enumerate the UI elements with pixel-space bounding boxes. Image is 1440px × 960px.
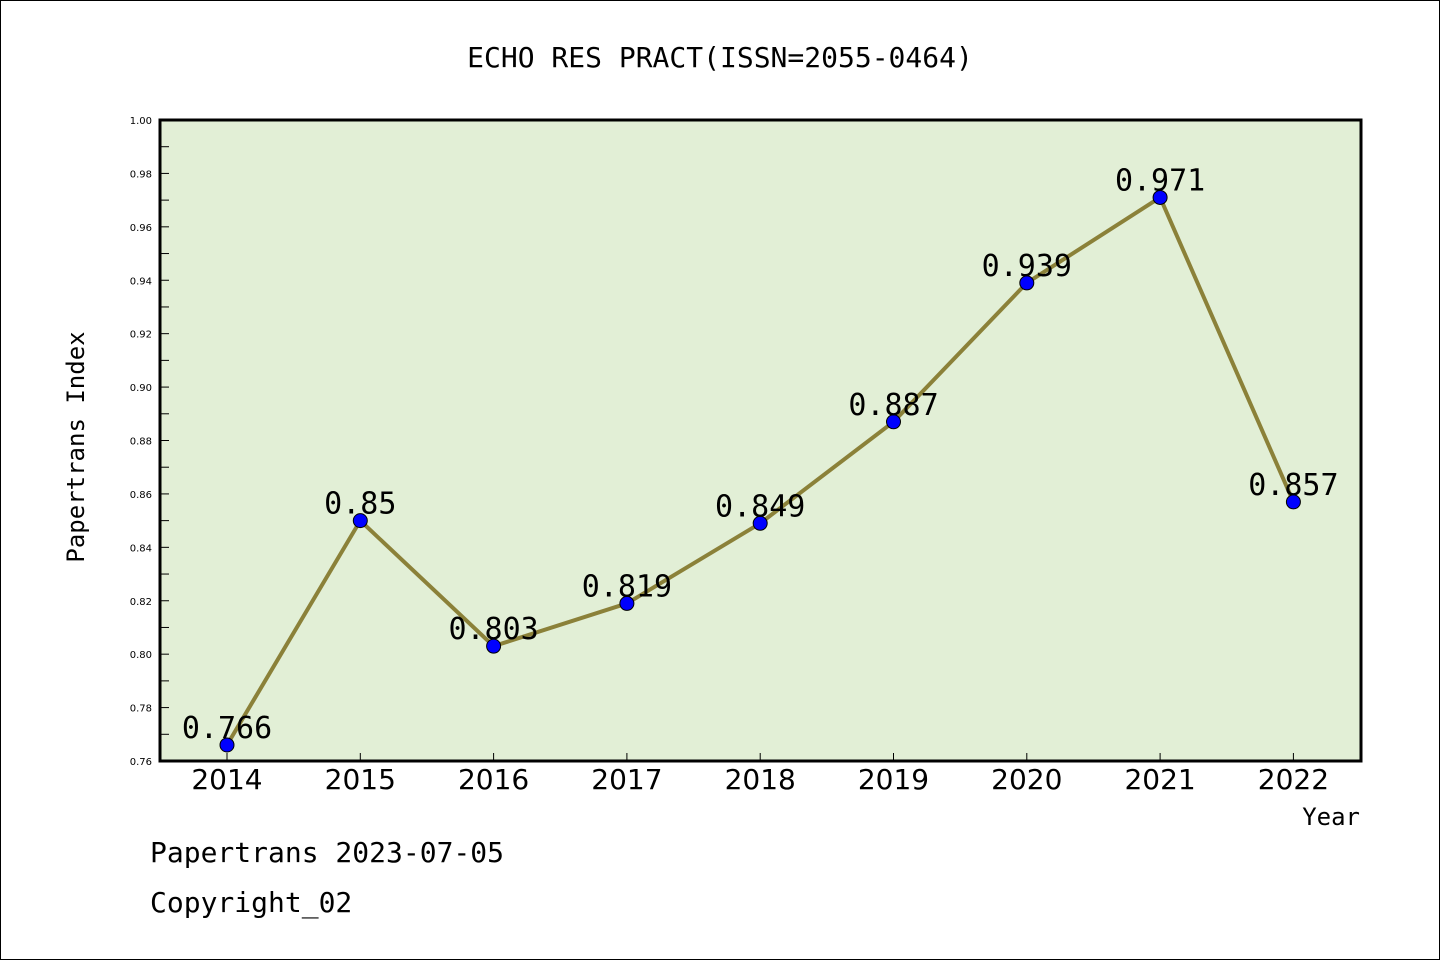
data-label: 0.939 — [982, 249, 1072, 284]
x-axis-label: Year — [1302, 803, 1360, 831]
y-tick-label: 0.98 — [130, 169, 152, 180]
data-label: 0.849 — [715, 489, 805, 524]
x-tick-label: 2021 — [1124, 763, 1195, 796]
y-tick-label: 0.86 — [130, 490, 152, 501]
y-tick-label: 0.88 — [130, 437, 152, 448]
data-label: 0.971 — [1115, 163, 1205, 198]
y-axis-label: Papertrans Index — [62, 331, 90, 562]
x-tick-label: 2019 — [858, 763, 929, 796]
y-tick-label: 1.00 — [130, 116, 152, 127]
y-tick-label: 0.90 — [130, 383, 152, 394]
data-point — [486, 638, 502, 654]
data-label: 0.766 — [182, 711, 272, 746]
data-points — [219, 189, 1301, 753]
data-point — [886, 414, 901, 430]
data-label: 0.85 — [324, 487, 396, 522]
x-tick-label: 2022 — [1258, 763, 1329, 796]
chart-title: ECHO RES PRACT(ISSN=2055-0464) — [467, 41, 973, 74]
footer-copyright: Copyright_02 — [150, 886, 353, 919]
footer-date: Papertrans 2023-07-05 — [150, 836, 505, 869]
x-tick-label: 2020 — [991, 763, 1062, 796]
y-tick-label: 0.78 — [130, 704, 152, 715]
data-label: 0.887 — [848, 388, 938, 423]
data-point — [1019, 275, 1035, 291]
x-tick-label: 2018 — [725, 763, 796, 796]
data-point — [619, 595, 635, 611]
x-axis: 2014 2015 2016 2017 2018 2019 2020 2021 2022 — [191, 753, 1329, 796]
plot-area — [158, 118, 1363, 763]
data-point — [219, 737, 235, 753]
y-axis: 0.76 0.78 0.80 0.82 0.84 0.86 0.88 0.90 0.92 0.94… — [130, 116, 169, 768]
data-label: 0.857 — [1248, 468, 1338, 503]
x-tick-label: 2014 — [191, 763, 262, 796]
y-tick-label: 0.82 — [130, 597, 152, 608]
x-tick-label: 2017 — [591, 763, 662, 796]
x-tick-label: 2015 — [325, 763, 396, 796]
y-tick-label: 0.92 — [130, 330, 152, 341]
y-tick-label: 0.94 — [130, 276, 152, 287]
data-point — [1152, 189, 1168, 205]
data-point — [752, 515, 768, 531]
data-label: 0.803 — [448, 612, 538, 647]
x-tick-label: 2016 — [458, 763, 529, 796]
data-point — [352, 513, 368, 529]
y-tick-label: 0.76 — [130, 757, 152, 768]
y-tick-label: 0.80 — [130, 650, 152, 661]
data-point — [1285, 494, 1301, 510]
y-tick-label: 0.96 — [130, 223, 152, 234]
data-label: 0.819 — [582, 569, 672, 604]
y-tick-label: 0.84 — [130, 543, 152, 554]
data-labels: 0.766 0.85 0.803 0.819 0.849 0.887 0.939 0.971 0… — [182, 163, 1339, 746]
